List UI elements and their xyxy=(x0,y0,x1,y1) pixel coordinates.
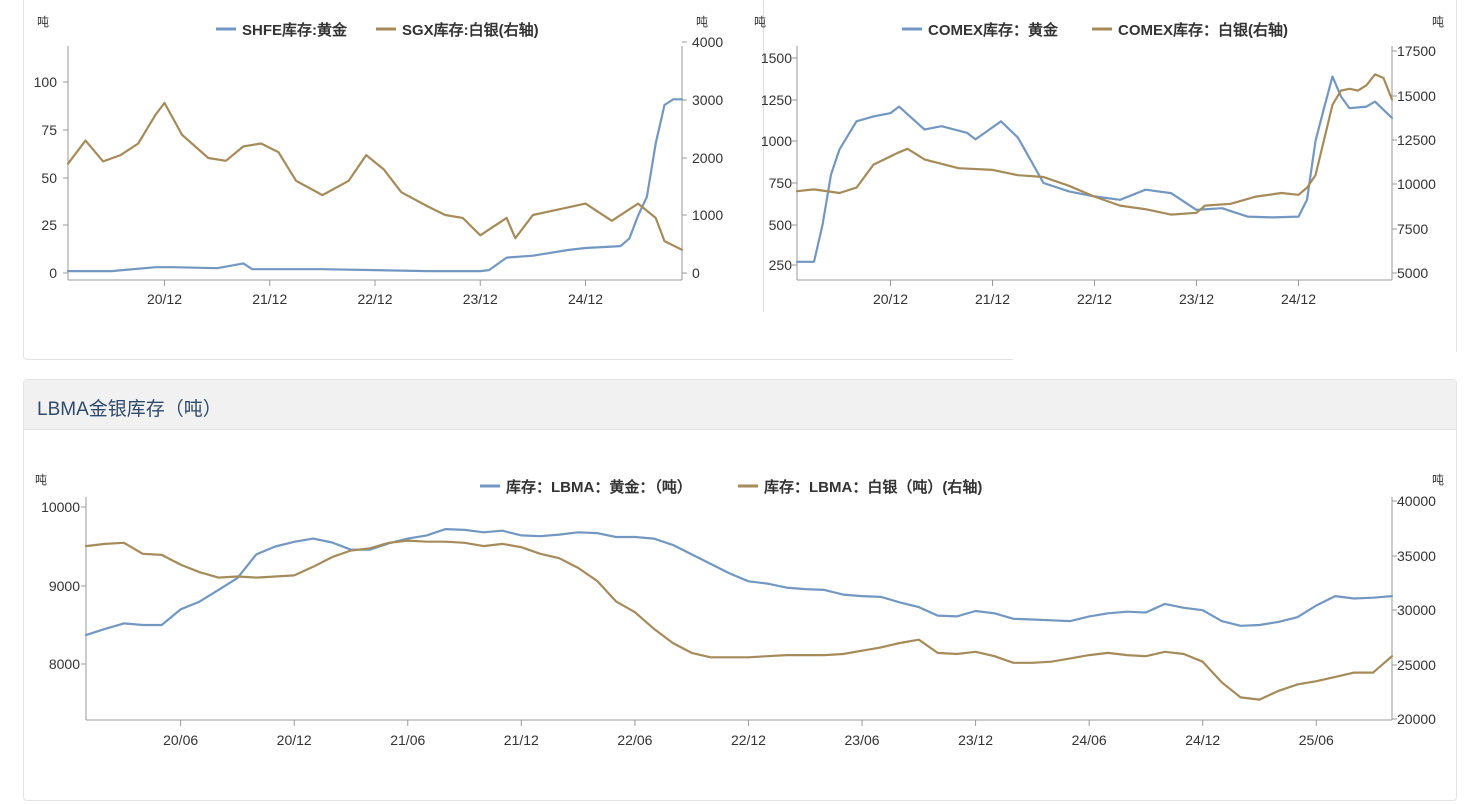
lbma-left-unit: 吨 xyxy=(35,473,47,487)
shfe-right-unit: 吨 xyxy=(696,15,708,29)
shfe-x-tick-label: 21/12 xyxy=(252,291,287,307)
lbma-right-unit: 吨 xyxy=(1432,473,1444,487)
chart-divider xyxy=(763,0,764,312)
top-chart-panel xyxy=(23,0,1457,360)
shfe-right-tick-label: 3000 xyxy=(692,92,723,108)
lbma-series-line-gold-stock xyxy=(84,527,1394,637)
comex-left-tick-label: 500 xyxy=(769,217,793,233)
comex-left-tick-label: 1500 xyxy=(761,50,792,66)
comex-right-tick-label: 10000 xyxy=(1397,176,1436,192)
shfe-x-tick-label: 20/12 xyxy=(147,291,182,307)
shfe-x-tick-label: 23/12 xyxy=(463,291,498,307)
comex-x-tick-label: 20/12 xyxy=(873,291,908,307)
lbma-section-header: LBMA金银库存（吨） xyxy=(24,380,1456,430)
comex-right-tick-label: 5000 xyxy=(1397,265,1428,281)
comex-left-tick-label: 250 xyxy=(769,257,793,273)
comex-x-tick-label: 22/12 xyxy=(1077,291,1112,307)
lbma-x-tick-label: 24/06 xyxy=(1072,732,1107,748)
shfe-series-line-gold-stock xyxy=(66,98,684,273)
comex-legend-label: COMEX库存：黄金 xyxy=(928,21,1059,39)
comex-left-tick-label: 1000 xyxy=(761,133,792,149)
lbma-right-tick-label: 40000 xyxy=(1397,493,1436,509)
lbma-right-tick-label: 30000 xyxy=(1397,602,1436,618)
shfe-right-tick-label: 2000 xyxy=(692,150,723,166)
shfe-left-tick-label: 25 xyxy=(41,217,57,233)
shfe-right-tick-label: 0 xyxy=(692,265,700,281)
lbma-x-tick-label: 21/12 xyxy=(504,732,539,748)
shfe-left-tick-label: 100 xyxy=(34,74,58,90)
comex-series-line-silver-stock xyxy=(795,73,1394,216)
lbma-x-tick-label: 23/12 xyxy=(958,732,993,748)
lbma-x-tick-label: 20/06 xyxy=(163,732,198,748)
shfe-legend-label: SGX库存:白银(右轴) xyxy=(402,21,539,39)
lbma-x-tick-label: 22/12 xyxy=(731,732,766,748)
comex-x-tick-label: 21/12 xyxy=(975,291,1010,307)
lbma-x-tick-label: 22/06 xyxy=(617,732,652,748)
lbma-right-tick-label: 20000 xyxy=(1397,711,1436,727)
lbma-x-tick-label: 24/12 xyxy=(1185,732,1220,748)
comex-right-tick-label: 12500 xyxy=(1397,132,1436,148)
shfe-x-tick-label: 24/12 xyxy=(568,291,603,307)
comex-left-tick-label: 750 xyxy=(769,175,793,191)
lbma-left-tick-label: 9000 xyxy=(49,578,80,594)
comex-right-tick-label: 15000 xyxy=(1397,88,1436,104)
lbma-right-tick-label: 25000 xyxy=(1397,657,1436,673)
lbma-series-line-silver-stock xyxy=(84,539,1394,701)
lbma-x-tick-label: 20/12 xyxy=(277,732,312,748)
shfe-x-tick-label: 22/12 xyxy=(357,291,392,307)
comex-left-tick-label: 1250 xyxy=(761,92,792,108)
comex-right-unit: 吨 xyxy=(1432,15,1444,29)
comex-x-tick-label: 24/12 xyxy=(1281,291,1316,307)
lbma-chart-panel: LBMA金银库存（吨） xyxy=(23,379,1457,801)
comex-series-line-gold-stock xyxy=(795,75,1394,263)
shfe-left-tick-label: 0 xyxy=(49,265,57,281)
shfe-left-tick-label: 75 xyxy=(41,122,57,138)
shfe-left-tick-label: 50 xyxy=(41,170,57,186)
lbma-legend-label: 库存：LBMA：白银（吨）(右轴) xyxy=(764,478,982,496)
shfe-legend-label: SHFE库存:黄金 xyxy=(242,21,348,39)
shfe-left-unit: 吨 xyxy=(37,15,49,29)
lbma-x-tick-label: 21/06 xyxy=(390,732,425,748)
comex-left-unit: 吨 xyxy=(754,15,766,29)
shfe-right-tick-label: 4000 xyxy=(692,34,723,50)
comex-right-tick-label: 17500 xyxy=(1397,43,1436,59)
lbma-x-tick-label: 23/06 xyxy=(845,732,880,748)
comex-x-tick-label: 23/12 xyxy=(1179,291,1214,307)
comex-right-tick-label: 7500 xyxy=(1397,221,1428,237)
top-panel-cover xyxy=(1013,352,1463,382)
lbma-right-tick-label: 35000 xyxy=(1397,548,1436,564)
lbma-left-tick-label: 10000 xyxy=(41,499,80,515)
lbma-section-title: LBMA金银库存（吨） xyxy=(37,399,222,420)
comex-legend-label: COMEX库存：白银(右轴) xyxy=(1118,21,1288,39)
lbma-x-tick-label: 25/06 xyxy=(1299,732,1334,748)
shfe-right-tick-label: 1000 xyxy=(692,207,723,223)
lbma-legend-label: 库存：LBMA：黄金：（吨） xyxy=(506,478,692,496)
lbma-left-tick-label: 8000 xyxy=(49,656,80,672)
shfe-series-line-silver-stock xyxy=(66,101,684,251)
